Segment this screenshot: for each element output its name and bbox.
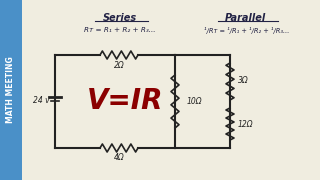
Text: 2Ω: 2Ω — [114, 60, 124, 69]
Text: Series: Series — [103, 13, 137, 23]
Text: ¹/Rт = ¹/R₁ + ¹/R₂ + ¹/R₃...: ¹/Rт = ¹/R₁ + ¹/R₂ + ¹/R₃... — [204, 26, 290, 33]
Text: Rт = R₁ + R₂ + R₃...: Rт = R₁ + R₂ + R₃... — [84, 27, 156, 33]
Text: 3Ω: 3Ω — [238, 75, 249, 84]
Text: 12Ω: 12Ω — [238, 120, 254, 129]
Text: 10Ω: 10Ω — [187, 96, 203, 105]
Text: MATH MEETING: MATH MEETING — [6, 57, 15, 123]
Text: 4Ω: 4Ω — [114, 154, 124, 163]
Text: V=IR: V=IR — [87, 87, 163, 115]
FancyBboxPatch shape — [0, 0, 22, 180]
Text: 24 v: 24 v — [33, 96, 49, 105]
Text: Parallel: Parallel — [224, 13, 266, 23]
